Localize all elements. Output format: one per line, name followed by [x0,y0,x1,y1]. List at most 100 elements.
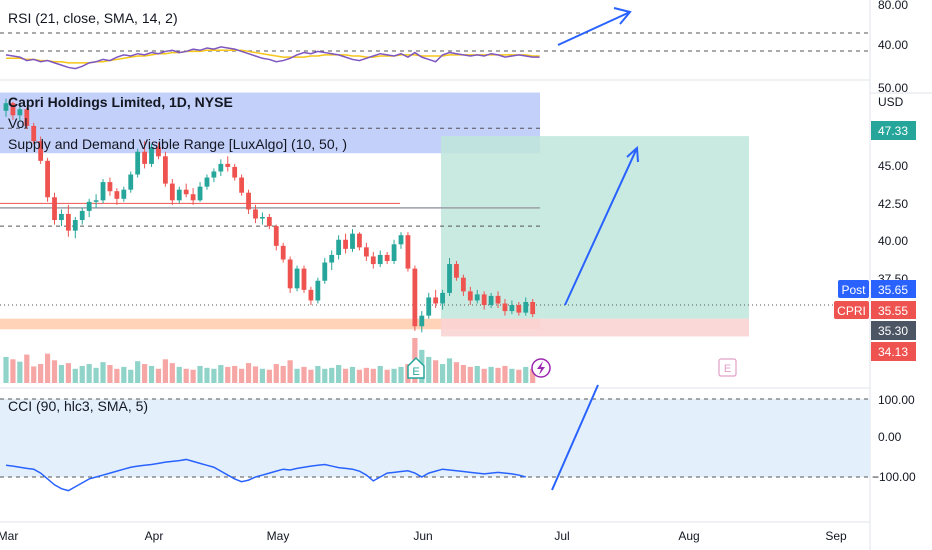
candle-body [162,156,168,184]
svg-text:34.13: 34.13 [878,345,908,359]
volume-bar [135,361,141,383]
volume-bar [315,365,321,383]
volume-bar [509,368,515,383]
price-axis[interactable]: 80.00 40.00 50.00 USD 45.00 42.50 40.00 … [870,0,932,484]
rsi-panel[interactable]: RSI (21, close, SMA, 14, 2) [0,10,870,70]
volume-bar [446,358,453,383]
volume-bar [377,365,383,383]
candle-body [169,183,175,201]
candle-body [183,189,189,195]
svg-text:E: E [724,363,731,375]
rsi-title: RSI (21, close, SMA, 14, 2) [8,10,178,26]
volume-bar [24,354,30,383]
time-axis[interactable]: Mar Apr May Jun Jul Aug Sep [0,529,847,543]
volume-bar [93,367,99,383]
arrow-drawing-main[interactable] [564,145,639,306]
legend[interactable]: Capri Holdings Limited, 1D, NYSE Vol Sup… [8,94,347,152]
volume-layer [3,338,536,383]
volume-bar [51,360,58,383]
candle-body [384,254,390,262]
volume-bar [329,367,335,383]
candle-body [426,297,432,316]
legend-volume[interactable]: Vol [8,115,27,131]
rsi-axis-label: 40.00 [878,38,908,52]
svg-text:CPRI: CPRI [837,304,866,318]
volume-bar [86,364,92,383]
volume-bar [58,365,65,383]
candle-body [294,268,300,289]
svg-text:35.55: 35.55 [878,304,908,318]
volume-bar [245,363,252,383]
volume-bar [502,365,508,383]
long-position-stop-zone [441,318,749,337]
candle-body [72,220,78,231]
volume-bar [10,359,16,383]
legend-indicator[interactable]: Supply and Demand Visible Range [LuxAlgo… [8,136,347,152]
volume-bar [336,365,342,383]
volume-bar [266,369,272,383]
post-market-tag: Post 35.65 [838,280,916,298]
candle-body [336,239,342,255]
candle-body [225,163,231,167]
cci-panel[interactable]: CCI (90, hlc3, SMA, 5) [0,398,870,492]
arrow-drawing-cci[interactable] [551,384,599,491]
legend-symbol[interactable]: Capri Holdings Limited, 1D, NYSE [8,94,233,110]
candle-body [79,210,85,221]
candle-body [516,305,522,313]
price-axis-label: 45.00 [878,159,908,173]
candle-body [114,191,120,199]
volume-bar [481,368,487,383]
volume-bar [488,366,494,383]
currency-label[interactable]: USD [878,95,904,109]
candle-body [24,109,30,126]
volume-bar [322,368,328,383]
candle-body [377,254,383,265]
candle-body [308,289,314,301]
price-axis-label: 40.00 [878,234,908,248]
volume-bar [44,353,51,383]
future-earnings-marker[interactable]: E [718,358,737,377]
candle-body [350,233,355,249]
price-axis-label: 42.50 [878,197,908,211]
volume-bar [142,364,148,383]
volume-bar [384,369,390,383]
candle-body [460,277,466,292]
time-axis-label: May [267,529,290,543]
candle-body [405,235,411,269]
candle-body [301,268,307,290]
candle-body [481,294,487,306]
arrow-drawing-rsi[interactable] [557,7,632,46]
volume-bar [114,368,120,383]
candle-body [86,201,92,211]
drawings-layer[interactable] [551,7,639,491]
candle-body [370,256,376,265]
candle-body [135,151,141,175]
candle-body [260,217,265,219]
candle-body [65,213,71,231]
candle-body [322,262,328,281]
volume-bar [398,366,404,383]
time-axis-label: Aug [678,529,699,543]
candle-body [253,209,258,219]
demand-zone [0,318,540,330]
volume-bar [523,366,529,383]
volume-bar [356,369,363,383]
volume-bar [259,368,266,383]
candle-body [440,292,445,304]
stop-price-tag: 34.13 [871,342,916,361]
candle-body [3,103,9,111]
volume-bar [121,366,127,383]
candle-body [495,295,501,304]
volume-bar [342,368,349,383]
earnings-marker[interactable]: E [407,356,425,379]
time-axis-label: Jun [413,529,432,543]
candle-layer [3,98,536,333]
volume-bar [426,356,432,383]
dividend-lightning-icon[interactable] [531,358,551,378]
svg-text:Post: Post [841,283,866,297]
candle-body [17,109,23,116]
candle-body [412,268,418,327]
volume-bar [162,359,168,383]
